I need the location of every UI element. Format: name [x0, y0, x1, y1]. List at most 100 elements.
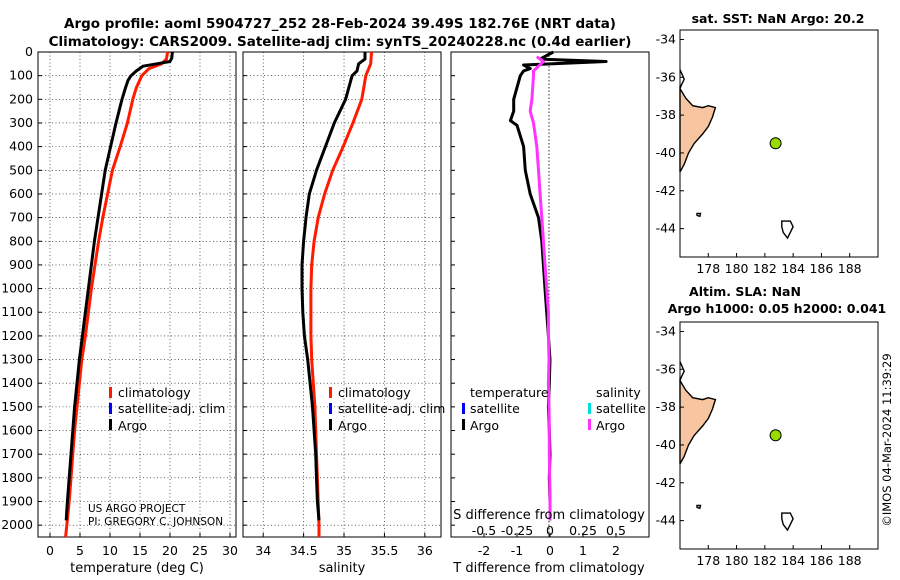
chatham-island — [781, 512, 794, 532]
sal-legend-swatch-satellite-adj — [329, 403, 332, 414]
difference-legend: temperature salinity satellite Argo sate… — [462, 385, 646, 433]
sst-map-float-marker — [769, 137, 782, 150]
salinity-series — [300, 51, 373, 537]
map-y-tick-label: -36 — [656, 361, 676, 376]
y-tick-label: 1600 — [1, 423, 33, 438]
legend-header-salinity: salinity — [596, 385, 641, 400]
legend-label-climatology: climatology — [118, 385, 191, 400]
north-island-land — [679, 378, 717, 465]
sla-map: Altim. SLA: NaN Argo h1000: 0.05 h2000: … — [656, 284, 887, 568]
diff-legend-swatch-temp-satellite — [462, 403, 465, 414]
sal-legend-label-argo: Argo — [338, 418, 367, 433]
map-y-tick-label: -38 — [656, 107, 676, 122]
map-y-tick-label: -44 — [656, 221, 676, 236]
legend-swatch-climatology — [109, 387, 112, 398]
project-line-1: US ARGO PROJECT — [88, 503, 186, 515]
sla-map-title-line-2: Argo h1000: 0.05 h2000: 0.041 — [668, 301, 887, 316]
title-line-1: Argo profile: aoml 5904727_252 28-Feb-20… — [64, 16, 616, 32]
series-argo — [64, 51, 174, 521]
difference-top-xlabel: S difference from climatology — [453, 508, 645, 523]
series-salinity-argo — [528, 55, 552, 521]
chatham-island — [781, 220, 794, 240]
x-tick-label: 36 — [417, 543, 433, 558]
map-x-tick-label: 182 — [753, 553, 777, 568]
top-x-tick-label: 0 — [546, 523, 554, 538]
diff-legend-swatch-temp-argo — [462, 419, 465, 430]
map-x-tick-label: 186 — [809, 553, 833, 568]
sst-map-title: sat. SST: NaN Argo: 20.2 — [692, 11, 865, 26]
y-tick-label: 700 — [9, 210, 33, 225]
y-tick-label: 1900 — [1, 494, 33, 509]
map-y-tick-label: -34 — [656, 323, 676, 338]
map-y-tick-label: -36 — [656, 69, 676, 84]
map-x-tick-label: 180 — [725, 261, 749, 276]
temperature-ticks: 0 5 10 15 20 25 300100200300400500600700800900… — [1, 44, 238, 558]
imos-credit: ©IMOS 04-Mar-2024 11:39:29 — [880, 353, 894, 526]
y-tick-label: 1300 — [1, 352, 33, 367]
x-tick-label: 25 — [192, 543, 208, 558]
y-tick-label: 900 — [9, 257, 33, 272]
sla-map-land — [679, 361, 794, 532]
map-x-tick-label: 188 — [838, 261, 862, 276]
map-x-tick-label: 178 — [696, 261, 720, 276]
y-tick-label: 500 — [9, 162, 33, 177]
salinity-difference-ticks: -0.5 -0.25 0 0.25 0.5 — [472, 523, 626, 538]
y-tick-label: 0 — [25, 44, 33, 59]
x-tick-label: 1 — [579, 543, 587, 558]
map-x-tick-label: 184 — [781, 261, 805, 276]
salinity-legend: climatology satellite-adj. clim Argo — [329, 385, 445, 433]
temperature-axes-box — [37, 51, 237, 538]
map-x-tick-label: 180 — [725, 553, 749, 568]
top-x-tick-label: 0.5 — [606, 523, 626, 538]
sal-legend-label-climatology: climatology — [338, 385, 411, 400]
y-tick-label: 1700 — [1, 446, 33, 461]
map-x-tick-label: 188 — [838, 553, 862, 568]
x-tick-label: 34 — [255, 543, 271, 558]
diff-legend-label-temp-argo: Argo — [470, 418, 499, 433]
map-x-tick-label: 186 — [809, 261, 833, 276]
x-tick-label: 35 — [336, 543, 352, 558]
x-tick-label: -1 — [511, 543, 523, 558]
map-x-tick-label: 182 — [753, 261, 777, 276]
map-y-tick-label: -40 — [656, 145, 676, 160]
x-tick-label: 5 — [76, 543, 84, 558]
map-x-tick-label: 178 — [696, 553, 720, 568]
diff-legend-label-sal-satellite: satellite — [596, 401, 646, 416]
title-line-2: Climatology: CARS2009. Satellite-adj cli… — [49, 34, 632, 50]
y-tick-label: 1200 — [1, 328, 33, 343]
y-tick-label: 1800 — [1, 470, 33, 485]
legend-label-argo: Argo — [118, 418, 147, 433]
difference-xlabel: T difference from climatology — [452, 561, 645, 576]
difference-series — [508, 50, 608, 521]
difference-panel: -2 -1 0 1 2 T difference from climatology S … — [450, 50, 650, 576]
small-island — [696, 504, 702, 510]
sla-map-title-line-1: Altim. SLA: NaN — [689, 284, 801, 299]
temperature-legend: climatology satellite-adj. clim Argo — [109, 385, 225, 433]
temperature-xlabel: temperature (deg C) — [70, 561, 204, 576]
y-tick-label: 1100 — [1, 304, 33, 319]
y-tick-label: 800 — [9, 233, 33, 248]
y-tick-label: 200 — [9, 91, 33, 106]
sla-map-float-marker — [769, 429, 782, 442]
y-tick-label: 1000 — [1, 281, 33, 296]
series-climatology — [64, 51, 170, 538]
sla-map-ticks: 178 180 182 184 186 188 -34 -36 -38 -40 -42 -44 — [656, 323, 862, 568]
temperature-panel: 0 5 10 15 20 25 300100200300400500600700800900… — [1, 44, 238, 576]
northland-coastline — [679, 69, 685, 89]
y-tick-label: 400 — [9, 139, 33, 154]
legend-header-temperature: temperature — [470, 385, 549, 400]
map-y-tick-label: -44 — [656, 513, 676, 528]
north-island-land — [679, 86, 717, 173]
top-x-tick-label: 0.25 — [569, 523, 597, 538]
top-x-tick-label: -0.5 — [472, 523, 496, 538]
salinity-panel: 34 34.5 35 35.5 36 salinity climatology sate… — [242, 51, 445, 576]
map-x-tick-label: 184 — [781, 553, 805, 568]
x-tick-label: 34.5 — [290, 543, 318, 558]
sst-map: sat. SST: NaN Argo: 20.2 178 180 182 184 186… — [656, 11, 879, 276]
salinity-axes-box — [242, 51, 442, 538]
series-argo — [300, 52, 367, 521]
difference-ticks: -2 -1 0 1 2 — [451, 51, 620, 558]
sal-legend-label-satellite-adj: satellite-adj. clim — [338, 401, 445, 416]
diff-legend-label-temp-satellite: satellite — [470, 401, 520, 416]
